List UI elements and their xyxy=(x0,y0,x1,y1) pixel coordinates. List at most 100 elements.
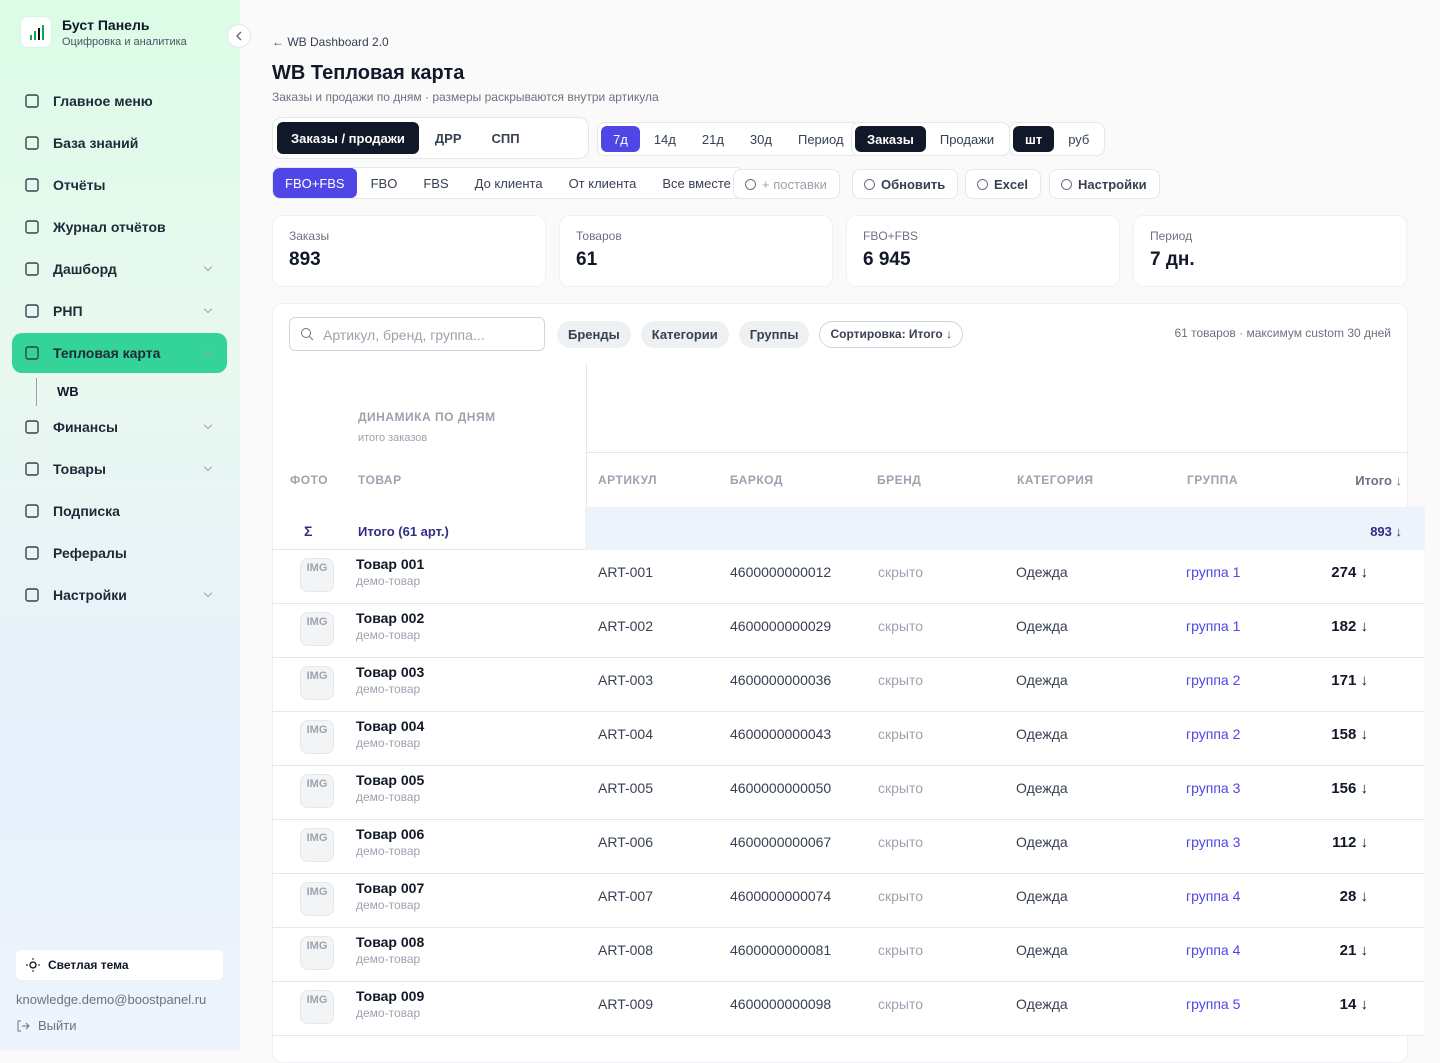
table-row: IMG Товар 001 демо-товар ART-001 46000000000… xyxy=(273,550,1424,604)
nav-label: РНП xyxy=(53,303,83,319)
tab[interactable]: руб xyxy=(1068,131,1090,147)
nav-item[interactable]: Рефералы xyxy=(12,533,227,573)
action-button[interactable]: Обновить xyxy=(852,169,959,199)
stat-label: Товаров xyxy=(576,229,622,243)
nav-item[interactable]: База знаний xyxy=(12,123,227,163)
row-total: 171 ↓ xyxy=(1331,672,1368,689)
filter-chip[interactable]: Бренды xyxy=(557,321,631,348)
action-button[interactable]: Настройки xyxy=(1049,169,1160,199)
article: ART-003 xyxy=(598,672,653,688)
group[interactable]: группа 4 xyxy=(1186,888,1241,904)
tab[interactable]: ДРР xyxy=(434,130,462,146)
filter-chips: Бренды Категории Группы Сортировка: Итого ↓ xyxy=(557,321,964,348)
tab[interactable]: Заказы / продажи xyxy=(277,122,419,154)
nav-item[interactable]: Главное меню xyxy=(12,81,227,121)
subnav-line xyxy=(36,378,37,406)
group[interactable]: группа 5 xyxy=(1186,996,1241,1012)
search-placeholder: Артикул, бренд, группа... xyxy=(323,327,485,343)
nav-item[interactable]: Дашборд xyxy=(12,249,227,289)
filter-chip[interactable]: Группы xyxy=(738,321,810,348)
channel-tabs: FBO+FBS FBO FBS До клиента От клиента Все вме… xyxy=(272,167,744,199)
nav-label: Подписка xyxy=(53,503,120,519)
action-button[interactable]: + поставки xyxy=(733,169,840,199)
chevron xyxy=(203,262,213,272)
nav-item[interactable]: Отчёты xyxy=(12,165,227,205)
group[interactable]: группа 2 xyxy=(1186,672,1241,688)
tab[interactable]: 30д xyxy=(749,131,772,147)
tab[interactable]: FBO xyxy=(370,175,398,191)
row-total: 158 ↓ xyxy=(1331,726,1368,743)
category: Одежда xyxy=(1016,834,1068,850)
group[interactable]: группа 2 xyxy=(1186,726,1241,742)
row-total: 274 ↓ xyxy=(1331,564,1368,581)
chevron xyxy=(203,588,213,598)
tab[interactable]: Заказы xyxy=(855,126,926,152)
barcode: 4600000000067 xyxy=(730,834,832,850)
subnav-item[interactable]: WB xyxy=(57,384,79,399)
tab[interactable]: 21д xyxy=(701,131,724,147)
back-link[interactable]: ← WB Dashboard 2.0 xyxy=(272,35,389,49)
table-row: IMG Товар 004 демо-товар ART-004 46000000000… xyxy=(273,712,1424,766)
group[interactable]: группа 3 xyxy=(1186,834,1241,850)
chevron xyxy=(203,346,213,356)
logout[interactable]: Выйти xyxy=(38,1018,77,1033)
brand: скрыто xyxy=(878,564,924,580)
row-total: 182 ↓ xyxy=(1331,618,1368,635)
filter-chip[interactable]: Категории xyxy=(640,321,729,348)
category: Одежда xyxy=(1016,780,1068,796)
table-row: IMG Товар 005 демо-товар ART-005 46000000000… xyxy=(273,766,1424,820)
tab[interactable]: Период xyxy=(797,131,844,147)
group[interactable]: группа 3 xyxy=(1186,780,1241,796)
group-title: ДИНАМИКА ПО ДНЯМ xyxy=(358,410,496,424)
nav-item[interactable]: Подписка xyxy=(12,491,227,531)
nav-label: Финансы xyxy=(53,419,118,435)
logout-icon xyxy=(17,1020,30,1032)
tab[interactable]: 14д xyxy=(653,131,676,147)
nav-item[interactable]: РНП xyxy=(12,291,227,331)
nav-item[interactable]: Финансы xyxy=(12,407,227,447)
row-total: 156 ↓ xyxy=(1331,780,1368,797)
product-photo: IMG xyxy=(300,828,334,862)
tab[interactable]: шт xyxy=(1013,126,1055,152)
total-value: 893 ↓ xyxy=(1370,524,1402,539)
filter-chip[interactable]: Сортировка: Итого ↓ xyxy=(819,321,964,348)
product-subtitle: демо-товар xyxy=(356,628,421,642)
group[interactable]: группа 1 xyxy=(1186,618,1241,634)
product-name: Товар 009 xyxy=(356,988,425,1004)
row-total: 14 ↓ xyxy=(1339,996,1368,1013)
search-input[interactable]: Артикул, бренд, группа... xyxy=(289,317,545,351)
nav-item[interactable]: Тепловая карта xyxy=(12,333,227,373)
divider xyxy=(586,364,587,554)
group[interactable]: группа 4 xyxy=(1186,942,1241,958)
brand: скрыто xyxy=(878,618,924,634)
tab[interactable]: FBS xyxy=(423,175,449,191)
collapse-button[interactable] xyxy=(227,24,251,48)
product-photo: IMG xyxy=(300,882,334,916)
total-symbol: Σ xyxy=(304,523,313,539)
tab[interactable]: До клиента xyxy=(474,175,543,191)
column-header: АРТИКУЛ xyxy=(598,473,658,487)
table-row: IMG Товар 002 демо-товар ART-002 46000000000… xyxy=(273,604,1424,658)
tab[interactable]: СПП xyxy=(491,130,520,146)
nav-item[interactable]: Журнал отчётов xyxy=(12,207,227,247)
group[interactable]: группа 1 xyxy=(1186,564,1241,580)
nav-item[interactable]: Настройки xyxy=(12,575,227,615)
tab[interactable]: FBO+FBS xyxy=(273,168,357,198)
tab[interactable]: 7д xyxy=(601,126,640,152)
tab[interactable]: От клиента xyxy=(568,175,637,191)
nav-item[interactable]: Товары xyxy=(12,449,227,489)
article: ART-004 xyxy=(598,726,653,742)
product-subtitle: демо-товар xyxy=(356,844,421,858)
theme-button[interactable]: Светлая тема xyxy=(16,950,223,980)
stat-card: Период 7 дн. xyxy=(1133,215,1407,287)
theme-label: Светлая тема xyxy=(48,958,129,972)
tab[interactable]: Все вместе xyxy=(662,175,731,191)
category: Одежда xyxy=(1016,618,1068,634)
product-subtitle: демо-товар xyxy=(356,574,421,588)
category: Одежда xyxy=(1016,888,1068,904)
action-button[interactable]: Excel xyxy=(965,169,1041,199)
tab[interactable]: Продажи xyxy=(939,131,995,147)
stat-value: 893 xyxy=(289,249,321,270)
article: ART-001 xyxy=(598,564,653,580)
article: ART-009 xyxy=(598,996,653,1012)
